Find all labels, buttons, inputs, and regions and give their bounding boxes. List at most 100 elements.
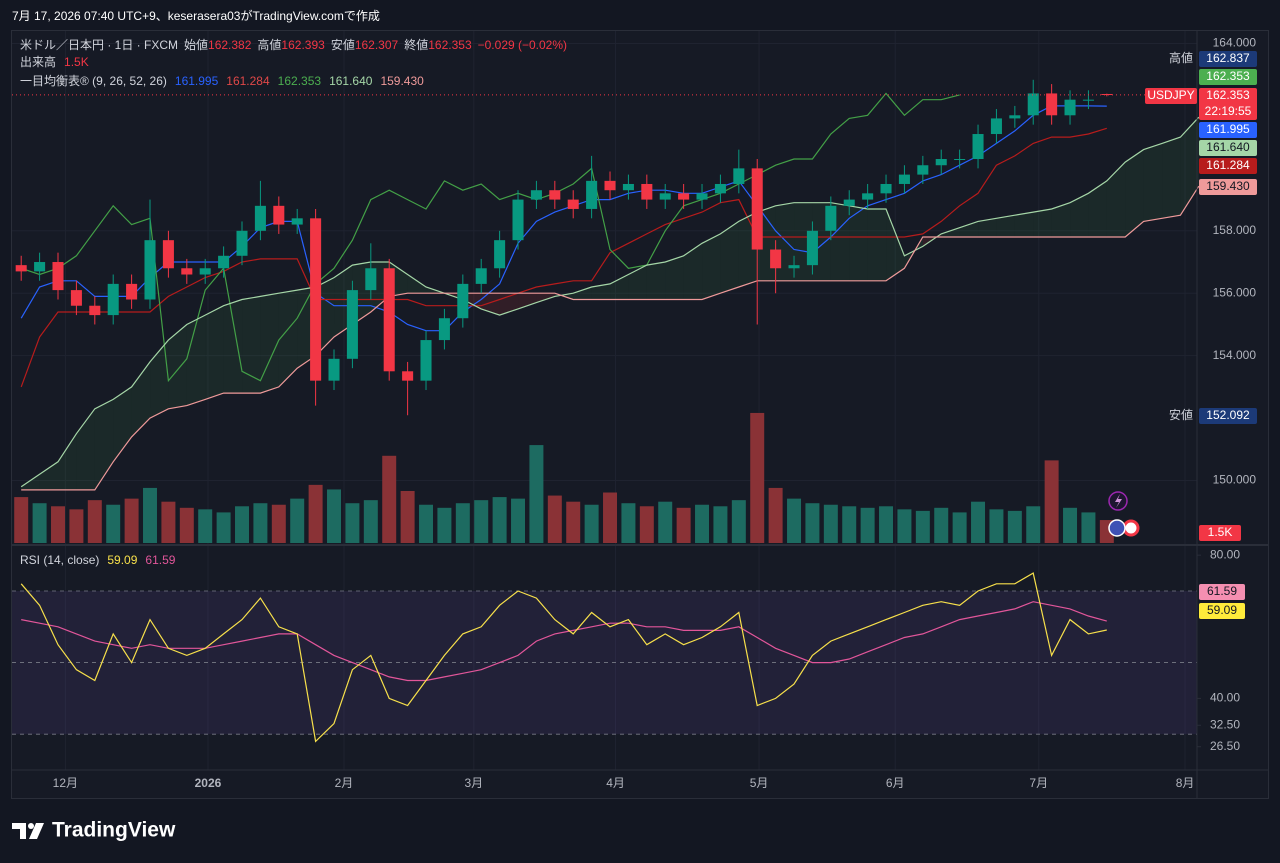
ichimoku-line xyxy=(20,105,1107,332)
symbol-title: 米ドル／日本円 · 1日 · FXCM xyxy=(20,38,178,52)
ichimoku-cloud xyxy=(1143,143,1163,222)
candle-body xyxy=(549,190,561,200)
volume-bar xyxy=(51,506,65,543)
candle-body xyxy=(310,218,322,381)
ichimoku-line xyxy=(21,185,1200,491)
candle-body xyxy=(1064,99,1076,116)
ichimoku-cloud xyxy=(628,265,647,300)
ichimoku-cloud xyxy=(720,221,739,294)
volume-bar xyxy=(179,507,194,543)
ichimoku-cloud xyxy=(978,218,997,238)
ichimoku-cloud xyxy=(1125,149,1144,238)
candle-body xyxy=(954,159,966,160)
candle-body xyxy=(15,265,27,272)
ichimoku-cloud xyxy=(481,293,500,316)
x-tick-label: 7月 xyxy=(1029,776,1048,790)
badge-text: 162.837 xyxy=(1206,51,1250,65)
volume-bar xyxy=(1063,507,1078,543)
candle-body xyxy=(714,183,726,194)
ohlc-value: 162.382 xyxy=(208,38,252,52)
candle-body xyxy=(89,305,101,316)
candle-body xyxy=(530,190,542,200)
badge-text: 1.5K xyxy=(1208,525,1233,539)
candle-body xyxy=(641,183,653,200)
rsi-legend: RSI (14, close) 59.09 61.59 xyxy=(20,553,176,567)
countdown: 22:19:55 xyxy=(1205,104,1252,118)
event-icon-bolt xyxy=(1115,494,1122,508)
candle-body xyxy=(806,230,818,266)
badge xyxy=(1199,88,1257,120)
ohlc-value: 162.393 xyxy=(281,38,325,52)
header-text: 7月 17, 2026 07:40 UTC+9、keserasera03がTra… xyxy=(12,8,380,23)
candle-body xyxy=(751,168,763,250)
ichimoku-cloud xyxy=(242,296,261,394)
candle-body xyxy=(144,240,156,300)
ohlc-value: 162.307 xyxy=(355,38,399,52)
badge xyxy=(1199,584,1245,600)
volume-bar xyxy=(124,498,139,543)
badge-text: 59.09 xyxy=(1207,603,1237,617)
badge xyxy=(1199,51,1257,67)
candle-body xyxy=(475,268,487,284)
ichimoku-cloud xyxy=(499,293,519,316)
badge-text: 161.995 xyxy=(1206,122,1250,136)
badge xyxy=(1199,525,1241,541)
volume-bar xyxy=(658,501,673,543)
volume-bar xyxy=(363,500,378,543)
candle-body xyxy=(898,174,910,184)
ichimoku-cloud xyxy=(21,474,40,490)
candle-body xyxy=(567,199,579,209)
x-tick-label: 5月 xyxy=(750,776,769,790)
badge-text: 61.59 xyxy=(1207,584,1237,598)
ohlc-label: 安値 xyxy=(331,37,355,52)
volume-bar xyxy=(676,507,691,543)
candle-body xyxy=(604,180,616,191)
x-tick-label: 8月 xyxy=(1176,776,1195,790)
ichimoku-cloud xyxy=(1033,208,1052,238)
volume-bar xyxy=(106,504,121,543)
event-icon[interactable] xyxy=(1108,519,1126,537)
volume-bar xyxy=(1026,506,1041,543)
volume-bar xyxy=(1007,510,1022,543)
volume-value: 1.5K xyxy=(64,55,89,69)
brand-logo: TradingView xyxy=(12,819,176,842)
ichimoku-cloud xyxy=(407,274,427,294)
volume-bar xyxy=(87,500,102,543)
ichimoku-cloud xyxy=(702,233,721,300)
ichimoku-value: 161.284 xyxy=(226,74,270,88)
candle-body xyxy=(972,134,984,159)
candle-body xyxy=(990,118,1002,135)
candle-body xyxy=(825,205,837,231)
candle-body xyxy=(181,268,193,275)
volume-bar xyxy=(547,495,562,543)
candle-body xyxy=(1101,94,1113,96)
volume-bar xyxy=(731,500,746,543)
candle-body xyxy=(659,193,671,200)
volume-bar xyxy=(1081,512,1096,543)
candle-body xyxy=(586,180,598,209)
x-tick-label: 12月 xyxy=(53,776,78,790)
candle-body xyxy=(733,168,745,184)
ichimoku-cloud xyxy=(1162,137,1181,219)
main-legend: 米ドル／日本円 · 1日 · FXCM 始値162.382 高値162.393 安値1… xyxy=(20,37,567,52)
candle-body xyxy=(696,193,708,200)
volume-bar xyxy=(603,492,618,543)
event-icon[interactable] xyxy=(1122,519,1140,537)
candle-body xyxy=(862,193,874,200)
x-tick-label: 6月 xyxy=(886,776,905,790)
candle-body xyxy=(273,205,285,225)
logo-shape xyxy=(12,823,26,839)
candle-body xyxy=(291,218,303,225)
chart-panel xyxy=(11,30,1269,799)
volume-bar xyxy=(69,509,84,543)
volume-bar xyxy=(566,501,581,543)
candle-body xyxy=(107,283,119,316)
ichimoku-value: 161.995 xyxy=(175,74,219,88)
badge xyxy=(1199,122,1257,138)
volume-bar xyxy=(14,497,29,543)
candle-body xyxy=(34,262,46,272)
candle-body xyxy=(457,283,469,319)
ichimoku-cloud xyxy=(39,461,59,490)
volume-bar xyxy=(511,498,526,543)
ichimoku-cloud xyxy=(1070,193,1089,238)
